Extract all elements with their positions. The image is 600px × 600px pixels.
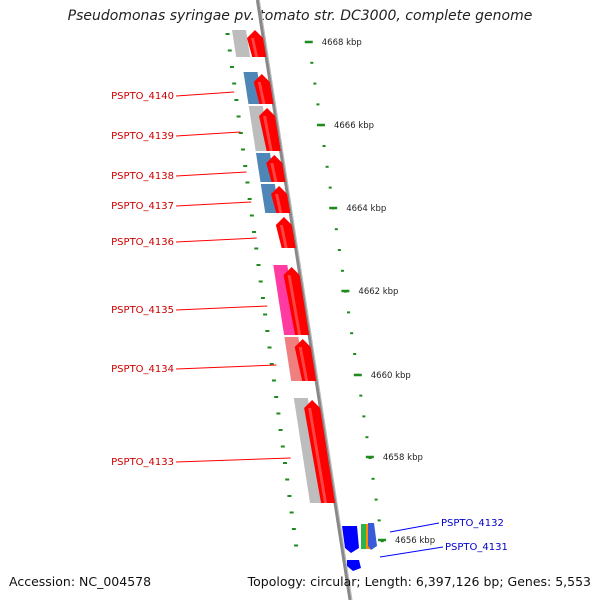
gene-arrow-pspto_4132 <box>342 526 359 553</box>
tick-label: 4666 kbp <box>334 121 374 131</box>
gene-leader <box>175 91 235 97</box>
gene-leader <box>389 522 440 533</box>
backbone-shadow <box>258 0 353 600</box>
gene-label: PSPTO_4140 <box>111 91 174 102</box>
gene-leader <box>175 201 252 207</box>
gene-label: PSPTO_4131 <box>445 542 508 553</box>
gene-arrow-pspto_4137-highlight <box>275 194 283 213</box>
gene-arrow-top <box>247 30 267 57</box>
labels: PSPTO_4140 PSPTO_4139 PSPTO_4138 PSPTO_4137… <box>111 91 508 558</box>
backbone <box>255 0 353 600</box>
gene-leader <box>175 305 268 311</box>
tick-label: 4662 kbp <box>358 287 398 297</box>
gene-arrow-pspto_4138-highlight <box>270 163 278 182</box>
features <box>232 30 377 571</box>
gene-label: PSPTO_4135 <box>111 305 174 316</box>
gene-arrow-pspto_4133-highlight <box>308 408 328 503</box>
gene-arrow-pspto_4140-highlight <box>257 82 266 104</box>
tick-label: 4668 kbp <box>322 38 362 48</box>
tick-label: 4660 kbp <box>371 371 411 381</box>
gene-label: PSPTO_4137 <box>111 201 174 212</box>
gene-leader <box>175 364 277 370</box>
gene-label: PSPTO_4132 <box>441 518 504 529</box>
gene-label: PSPTO_4134 <box>111 364 174 375</box>
tick-label: 4664 kbp <box>346 204 386 214</box>
gene-arrow-pspto_4136 <box>275 217 296 248</box>
gene-leader <box>379 546 444 558</box>
gene-leader <box>175 457 291 463</box>
gene-leader <box>175 237 257 243</box>
genome-summary: Topology: circular; Length: 6,397,126 bp… <box>247 574 591 589</box>
cog-bar <box>232 30 251 57</box>
backbone-line <box>255 0 352 600</box>
gene-arrow-pspto_4136-highlight <box>279 225 288 248</box>
gene-arrow-pspto_4131 <box>368 523 377 550</box>
gene-label: PSPTO_4138 <box>111 171 174 182</box>
tick-label: 4656 kbp <box>395 536 435 546</box>
gene-leader <box>175 171 247 177</box>
accession-text: Accession: NC_004578 <box>9 574 152 589</box>
gene-arrow-pspto_4134-highlight <box>298 347 309 381</box>
gene-arrow-pspto_4135-highlight <box>287 275 302 335</box>
tick-marks: 4668 kbp 4666 kbp 4664 kbp 4662 kbp 4660 kbp… <box>225 33 435 547</box>
gene-label: PSPTO_4139 <box>111 131 174 142</box>
gene-label: PSPTO_4133 <box>111 457 174 468</box>
gene-arrow-pspto_4139-highlight <box>263 116 273 151</box>
tick-label: 4658 kbp <box>383 453 423 463</box>
gene-label: PSPTO_4136 <box>111 237 174 248</box>
cog-bar-green <box>361 524 366 549</box>
gene-arrow-pspto_4138 <box>266 155 286 182</box>
gene-arrow-pspto_4140 <box>253 74 274 104</box>
gene-arrow-top-highlight <box>251 38 259 57</box>
gene-leader <box>175 131 241 137</box>
map-title: Pseudomonas syringae pv. tomato str. DC3… <box>67 8 533 24</box>
gene-arrow-pspto_4137 <box>271 186 291 213</box>
gene-arrow-small <box>347 560 361 571</box>
